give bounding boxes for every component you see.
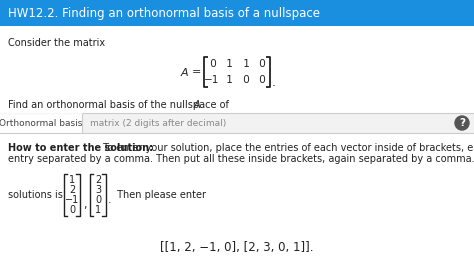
Text: 0: 0: [95, 195, 101, 205]
Text: −1: −1: [204, 75, 219, 85]
Bar: [0, 0, 474, 26]
Text: 2: 2: [95, 175, 101, 185]
Text: 1: 1: [240, 59, 250, 69]
Text: 1: 1: [223, 59, 233, 69]
Text: A: A: [194, 100, 201, 110]
Text: 1: 1: [223, 75, 233, 85]
Text: =: =: [192, 67, 201, 77]
Text: 0: 0: [256, 59, 266, 69]
Text: 0: 0: [240, 75, 250, 85]
Text: 1: 1: [69, 175, 75, 185]
Text: .: .: [108, 195, 111, 205]
Text: 0: 0: [69, 205, 75, 215]
Text: −1: −1: [65, 195, 79, 205]
Text: .: .: [200, 100, 203, 110]
Text: To enter your solution, place the entries of each vector inside of brackets, eac: To enter your solution, place the entrie…: [100, 143, 474, 153]
Text: 0: 0: [256, 75, 266, 85]
Text: $A$: $A$: [180, 66, 190, 78]
Text: 3: 3: [95, 185, 101, 195]
Text: 2: 2: [69, 185, 75, 195]
Text: Then please enter: Then please enter: [114, 190, 206, 200]
Text: entry separated by a comma. Then put all these inside brackets, again separated : entry separated by a comma. Then put all…: [8, 154, 474, 164]
Text: HW12.2. Finding an orthonormal basis of a nullspace: HW12.2. Finding an orthonormal basis of …: [8, 6, 320, 20]
Text: matrix (2 digits after decimal): matrix (2 digits after decimal): [90, 119, 226, 128]
Circle shape: [455, 116, 469, 130]
Bar: [0, 113, 474, 133]
Text: 1: 1: [95, 205, 101, 215]
Bar: [0, 113, 82, 133]
Text: solutions is: solutions is: [8, 190, 63, 200]
Text: 0: 0: [207, 59, 217, 69]
Text: ?: ?: [459, 118, 465, 128]
Text: .: .: [272, 76, 276, 90]
Text: Find an orthonormal basis of the nullspace of: Find an orthonormal basis of the nullspa…: [8, 100, 232, 110]
Text: ,: ,: [83, 200, 86, 210]
Text: Consider the matrix: Consider the matrix: [8, 38, 105, 48]
Text: [[1, 2, −1, 0], [2, 3, 0, 1]].: [[1, 2, −1, 0], [2, 3, 0, 1]].: [160, 242, 314, 254]
Text: Orthonormal basis: Orthonormal basis: [0, 119, 82, 128]
Text: How to enter the solution:: How to enter the solution:: [8, 143, 153, 153]
